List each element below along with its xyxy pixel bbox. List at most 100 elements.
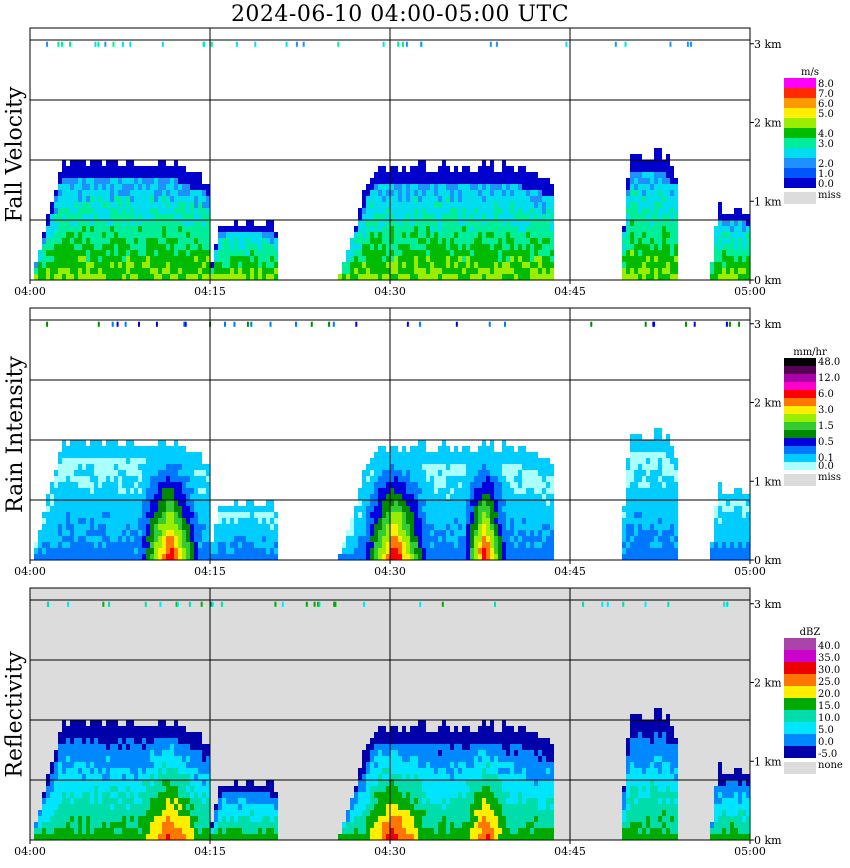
echo-cell bbox=[654, 476, 658, 482]
echo-cell bbox=[398, 554, 402, 560]
echo-cell bbox=[74, 476, 78, 482]
echo-cell bbox=[434, 190, 438, 196]
echo-cell bbox=[510, 500, 514, 506]
echo-cell bbox=[418, 214, 422, 220]
echo-cell bbox=[522, 172, 526, 178]
echo-cell bbox=[714, 226, 718, 232]
echo-cell bbox=[502, 500, 506, 506]
echo-cell bbox=[482, 524, 486, 530]
echo-cell bbox=[538, 274, 542, 280]
echo-cell bbox=[94, 244, 98, 250]
echo-cell bbox=[506, 530, 510, 536]
echo-cell bbox=[54, 262, 58, 268]
echo-cell bbox=[662, 166, 666, 172]
echo-cell bbox=[642, 184, 646, 190]
echo-cell bbox=[110, 452, 114, 458]
echo-cell bbox=[742, 530, 746, 536]
echo-cell bbox=[106, 488, 110, 494]
echo-cell bbox=[546, 488, 550, 494]
echo-cell bbox=[90, 274, 94, 280]
echo-cell bbox=[86, 530, 90, 536]
echo-cell bbox=[154, 470, 158, 476]
echo-cell bbox=[82, 196, 86, 202]
echo-cell bbox=[510, 184, 514, 190]
echo-cell bbox=[242, 244, 246, 250]
echo-cell bbox=[118, 232, 122, 238]
echo-cell bbox=[90, 530, 94, 536]
echo-cell bbox=[394, 238, 398, 244]
echo-cell bbox=[50, 482, 54, 488]
echo-cell bbox=[710, 274, 714, 280]
echo-cell bbox=[650, 458, 654, 464]
echo-cell bbox=[394, 494, 398, 500]
echo-cell bbox=[186, 178, 190, 184]
echo-cell bbox=[626, 512, 630, 518]
echo-cell bbox=[522, 512, 526, 518]
echo-cell bbox=[114, 262, 118, 268]
echo-cell bbox=[126, 440, 130, 446]
echo-cell bbox=[514, 542, 518, 548]
echo-cell bbox=[658, 160, 662, 166]
echo-cell bbox=[650, 536, 654, 542]
echo-cell bbox=[518, 488, 522, 494]
noise-speckle bbox=[397, 41, 400, 47]
echo-cell bbox=[514, 190, 518, 196]
echo-cell bbox=[538, 238, 542, 244]
echo-cell bbox=[658, 220, 662, 226]
echo-cell bbox=[98, 750, 102, 756]
echo-cell bbox=[434, 548, 438, 554]
echo-cell bbox=[186, 506, 190, 512]
echo-cell bbox=[150, 184, 154, 190]
echo-cell bbox=[494, 518, 498, 524]
echo-cell bbox=[458, 232, 462, 238]
echo-cell bbox=[118, 774, 122, 780]
echo-cell bbox=[738, 512, 742, 518]
echo-cell bbox=[362, 476, 366, 482]
echo-cell bbox=[218, 506, 222, 512]
echo-cell bbox=[74, 810, 78, 816]
echo-cell bbox=[130, 244, 134, 250]
echo-cell bbox=[370, 226, 374, 232]
echo-cell bbox=[530, 494, 534, 500]
echo-cell bbox=[50, 274, 54, 280]
echo-cell bbox=[166, 172, 170, 178]
echo-cell bbox=[506, 524, 510, 530]
echo-cell bbox=[446, 214, 450, 220]
echo-cell bbox=[734, 542, 738, 548]
echo-cell bbox=[98, 202, 102, 208]
echo-cell bbox=[114, 178, 118, 184]
echo-cell bbox=[90, 744, 94, 750]
echo-cell bbox=[98, 440, 102, 446]
legend-label: 12.0 bbox=[818, 373, 840, 384]
echo-cell bbox=[490, 518, 494, 524]
noise-speckle bbox=[285, 41, 288, 47]
echo-cell bbox=[266, 250, 270, 256]
echo-cell bbox=[662, 232, 666, 238]
echo-cell bbox=[634, 470, 638, 476]
echo-cell bbox=[182, 268, 186, 274]
echo-cell bbox=[506, 452, 510, 458]
echo-cell bbox=[550, 542, 554, 548]
echo-cell bbox=[114, 524, 118, 530]
echo-cell bbox=[386, 196, 390, 202]
echo-cell bbox=[402, 458, 406, 464]
echo-cell bbox=[186, 214, 190, 220]
echo-cell bbox=[402, 190, 406, 196]
echo-cell bbox=[502, 184, 506, 190]
echo-cell bbox=[186, 190, 190, 196]
echo-cell bbox=[62, 262, 66, 268]
echo-cell bbox=[158, 244, 162, 250]
echo-cell bbox=[646, 178, 650, 184]
echo-cell bbox=[106, 232, 110, 238]
echo-cell bbox=[170, 178, 174, 184]
echo-cell bbox=[734, 494, 738, 500]
echo-cell bbox=[74, 440, 78, 446]
echo-cell bbox=[654, 506, 658, 512]
echo-cell bbox=[170, 512, 174, 518]
echo-cell bbox=[106, 178, 110, 184]
echo-cell bbox=[158, 536, 162, 542]
echo-cell bbox=[98, 542, 102, 548]
echo-cell bbox=[162, 554, 166, 560]
echo-cell bbox=[454, 256, 458, 262]
echo-cell bbox=[102, 208, 106, 214]
